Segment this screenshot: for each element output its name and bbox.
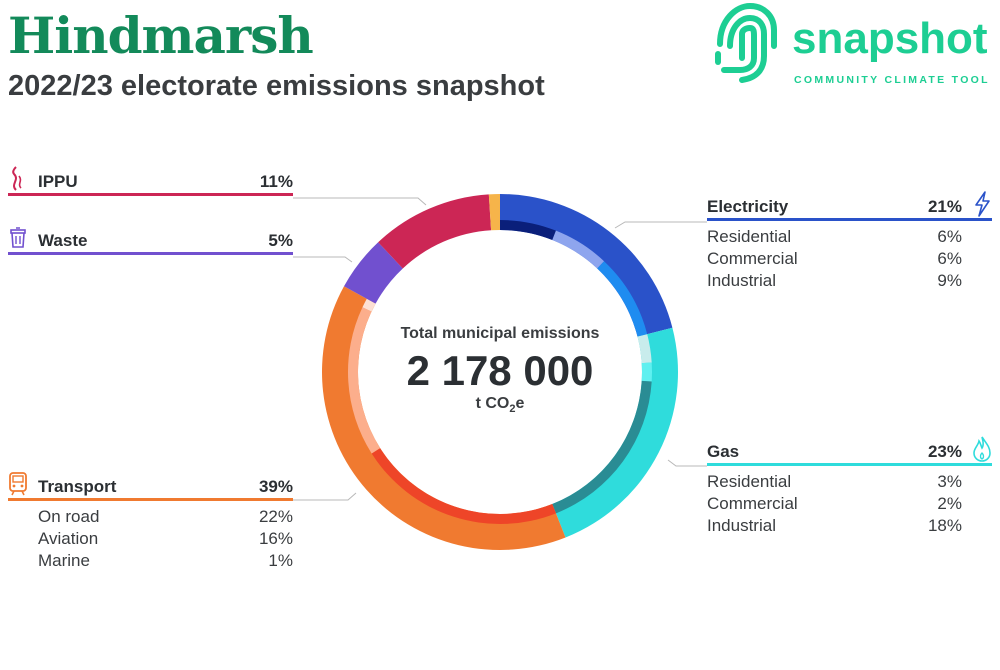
logo-tagline: COMMUNITY CLIMATE TOOL: [794, 74, 990, 86]
donut-subsegment-electricity-residential: [500, 220, 556, 240]
donut-subsegment-transport-on-road: [371, 448, 556, 524]
electricity-sub-commercial: Commercial 6%: [707, 249, 962, 268]
transport-sub-on-road: On road 22%: [38, 507, 293, 526]
electricity-sub-residential: Residential 6%: [707, 227, 962, 246]
transport-sub-aviation: Aviation 16%: [38, 529, 293, 548]
leader-line-waste: [293, 256, 353, 263]
gas-sub-residential: Residential 3%: [707, 472, 962, 491]
donut-subsegment-transport-marine: [362, 298, 376, 312]
electricity-label: Electricity: [707, 197, 789, 216]
fingerprint-icon: [715, 2, 777, 83]
electricity-underline: [707, 218, 992, 221]
flame-icon: [973, 436, 991, 462]
donut-segment-waste: [344, 242, 403, 304]
donut-subsegment-transport-aviation: [348, 307, 381, 454]
transport-percent: 39%: [258, 477, 293, 496]
gas-label: Gas: [707, 442, 740, 461]
page-subtitle: 2022/23 electorate emissions snapshot: [8, 70, 545, 102]
category-transport: Transport 39% On road 22% Aviation 16% Mar…: [8, 472, 293, 573]
gas-underline: [707, 463, 992, 466]
logo-wordmark: snapshot: [792, 14, 988, 63]
category-waste: Waste 5%: [8, 227, 293, 255]
page-title: Hindmarsh: [8, 6, 314, 65]
gas-percent: 23%: [927, 442, 962, 461]
gas-sub-industrial: Industrial 18%: [707, 516, 962, 535]
transport-label: Transport: [38, 477, 117, 496]
donut-center: Total municipal emissions 2 178 000 t CO…: [350, 325, 650, 415]
smoke-icon: [12, 166, 22, 191]
ippu-percent: 11%: [259, 172, 293, 191]
electricity-percent: 21%: [927, 197, 962, 216]
donut-subsegment-electricity-commercial: [552, 230, 605, 269]
donut-subsegment-gas-residential: [637, 334, 652, 364]
leader-line-electricity: [614, 221, 707, 229]
total-unit: t CO2e: [475, 395, 525, 416]
total-label: Total municipal emissions: [400, 325, 600, 342]
donut-subsegment-gas-commercial: [641, 362, 652, 382]
category-gas: Gas 23% Residential 3% Commercial 2% Indus…: [707, 436, 992, 538]
donut-subsegment-electricity-industrial: [597, 261, 648, 337]
ippu-label: IPPU: [38, 172, 78, 191]
leader-line-ippu: [293, 197, 427, 206]
electricity-sub-industrial: Industrial 9%: [707, 271, 962, 290]
transport-underline: [8, 498, 293, 501]
category-electricity: Electricity 21% Residential 6% Commercial…: [707, 191, 992, 293]
waste-label: Waste: [38, 231, 88, 250]
ippu-underline: [8, 193, 293, 196]
leader-line-gas: [667, 459, 707, 467]
snapshot-logo: snapshot COMMUNITY CLIMATE TOOL: [712, 0, 1000, 90]
bin-icon: [10, 227, 26, 248]
category-ippu: IPPU 11%: [8, 166, 293, 196]
waste-percent: 5%: [268, 231, 293, 250]
total-value: 2 178 000: [406, 347, 594, 394]
donut-segment-transport: [321, 286, 566, 551]
leader-line-transport: [293, 492, 357, 501]
donut-segment-ippu: [378, 194, 492, 269]
donut-subsegment-gas-industrial: [552, 380, 652, 514]
donut-segment-electricity: [500, 194, 673, 337]
donut-segment-agriculture: [488, 194, 500, 231]
gas-sub-commercial: Commercial 2%: [707, 494, 962, 513]
train-icon: [9, 472, 27, 496]
waste-underline: [8, 252, 293, 255]
transport-sub-marine: Marine 1%: [38, 551, 293, 570]
lightning-icon: [975, 191, 990, 217]
